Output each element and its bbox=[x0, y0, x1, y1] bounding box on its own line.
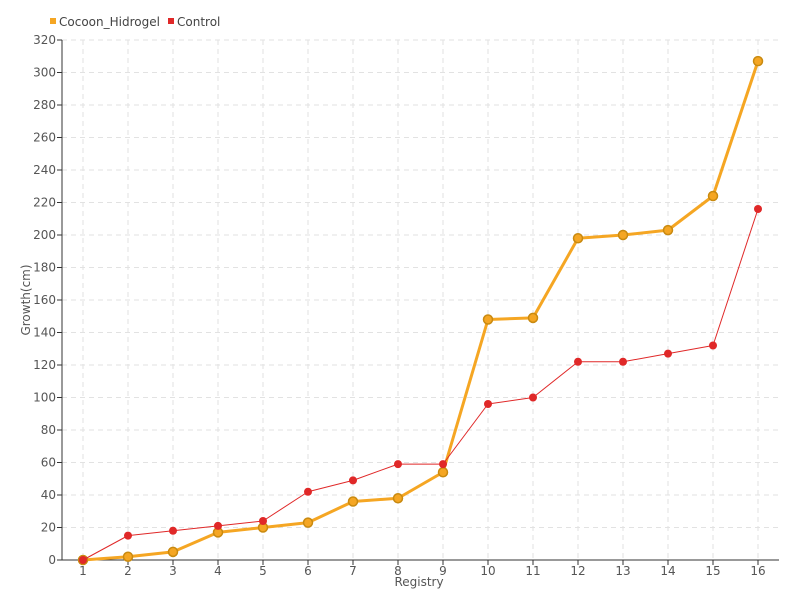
x-tick-label: 16 bbox=[750, 564, 765, 578]
y-tick-label: 200 bbox=[33, 228, 56, 242]
y-tick-label: 180 bbox=[33, 261, 56, 275]
y-tick-label: 160 bbox=[33, 293, 56, 307]
series-group bbox=[77, 55, 764, 566]
y-tick-label: 120 bbox=[33, 358, 56, 372]
control-point bbox=[574, 357, 582, 366]
x-tick-label: 7 bbox=[349, 564, 357, 578]
control-point bbox=[439, 460, 447, 469]
cocoon-hidrogel-point bbox=[122, 551, 134, 562]
control-point bbox=[349, 476, 357, 485]
control-point bbox=[214, 521, 222, 530]
cocoon-hidrogel-point bbox=[437, 467, 449, 478]
x-tick-label: 6 bbox=[304, 564, 312, 578]
legend-label-cocoon-hidrogel: Cocoon_Hidrogel bbox=[59, 15, 160, 29]
x-tick-label: 1 bbox=[79, 564, 87, 578]
x-tick-labels: 1 2 3 4 5 6 7 8 9 10 11 12 13 14 15 16 bbox=[79, 564, 765, 578]
control-point bbox=[304, 487, 312, 496]
x-tick-label: 14 bbox=[660, 564, 675, 578]
legend-label-control: Control bbox=[177, 15, 220, 29]
control-point bbox=[169, 526, 177, 535]
y-tick-label: 240 bbox=[33, 163, 56, 177]
cocoon-hidrogel-point bbox=[662, 224, 674, 236]
cocoon-hidrogel-point bbox=[347, 496, 359, 507]
y-tick-label: 20 bbox=[41, 521, 56, 535]
control-point bbox=[709, 341, 717, 350]
y-tick-label: 100 bbox=[33, 391, 56, 405]
x-tick-label: 9 bbox=[439, 564, 447, 578]
control-point bbox=[664, 349, 672, 358]
x-tick-label: 15 bbox=[705, 564, 720, 578]
x-tick-label: 2 bbox=[124, 564, 132, 578]
cocoon-hidrogel-point bbox=[392, 493, 404, 504]
y-tick-label: 320 bbox=[33, 33, 56, 47]
cocoon-hidrogel-point bbox=[527, 312, 539, 324]
y-tick-label: 80 bbox=[41, 423, 56, 437]
x-tick-label: 5 bbox=[259, 564, 267, 578]
legend[interactable]: Cocoon_Hidrogel Control bbox=[50, 15, 220, 29]
grid-lines bbox=[62, 39, 779, 560]
x-tick-label: 3 bbox=[169, 564, 177, 578]
y-tick-label: 280 bbox=[33, 98, 56, 112]
control-point bbox=[124, 531, 132, 540]
cocoon-hidrogel-point bbox=[617, 229, 629, 241]
control-point bbox=[259, 517, 267, 525]
control-point bbox=[619, 357, 627, 366]
x-tick-label: 12 bbox=[570, 564, 585, 578]
legend-swatch-control bbox=[168, 18, 174, 24]
y-tick-label: 0 bbox=[48, 553, 56, 567]
control-line bbox=[82, 208, 759, 561]
control-point bbox=[529, 393, 537, 402]
y-tick-label: 260 bbox=[33, 131, 56, 145]
y-tick-label: 60 bbox=[41, 456, 56, 470]
y-tick-label: 40 bbox=[41, 488, 56, 502]
y-tick-label: 140 bbox=[33, 326, 56, 340]
control-point bbox=[754, 205, 762, 213]
x-tick-label: 13 bbox=[615, 564, 630, 578]
cocoon-hidrogel-point bbox=[707, 190, 719, 202]
y-tick-labels: 0 20 40 60 80 100 120 140 160 180 200 220 240 260 280 3… bbox=[33, 33, 56, 567]
cocoon-hidrogel-point bbox=[752, 55, 764, 67]
axes bbox=[57, 39, 779, 565]
control-point bbox=[394, 460, 402, 469]
x-axis-title: Registry bbox=[394, 575, 443, 589]
cocoon-hidrogel-point bbox=[572, 233, 584, 244]
y-axis-title: Growth(cm) bbox=[19, 264, 33, 335]
cocoon-hidrogel-point bbox=[302, 517, 314, 528]
cocoon-hidrogel-point bbox=[482, 314, 494, 325]
x-tick-label: 4 bbox=[214, 564, 222, 578]
y-tick-label: 300 bbox=[33, 66, 56, 80]
control-point bbox=[484, 400, 492, 408]
cocoon-hidrogel-point bbox=[167, 546, 179, 558]
control-point bbox=[79, 556, 87, 564]
x-tick-label: 8 bbox=[394, 564, 402, 578]
cocoon-hidrogel-line bbox=[82, 60, 760, 562]
x-tick-label: 11 bbox=[525, 564, 540, 578]
legend-swatch-cocoon-hidrogel bbox=[50, 18, 56, 24]
y-tick-label: 220 bbox=[33, 196, 56, 210]
x-tick-label: 10 bbox=[480, 564, 495, 578]
